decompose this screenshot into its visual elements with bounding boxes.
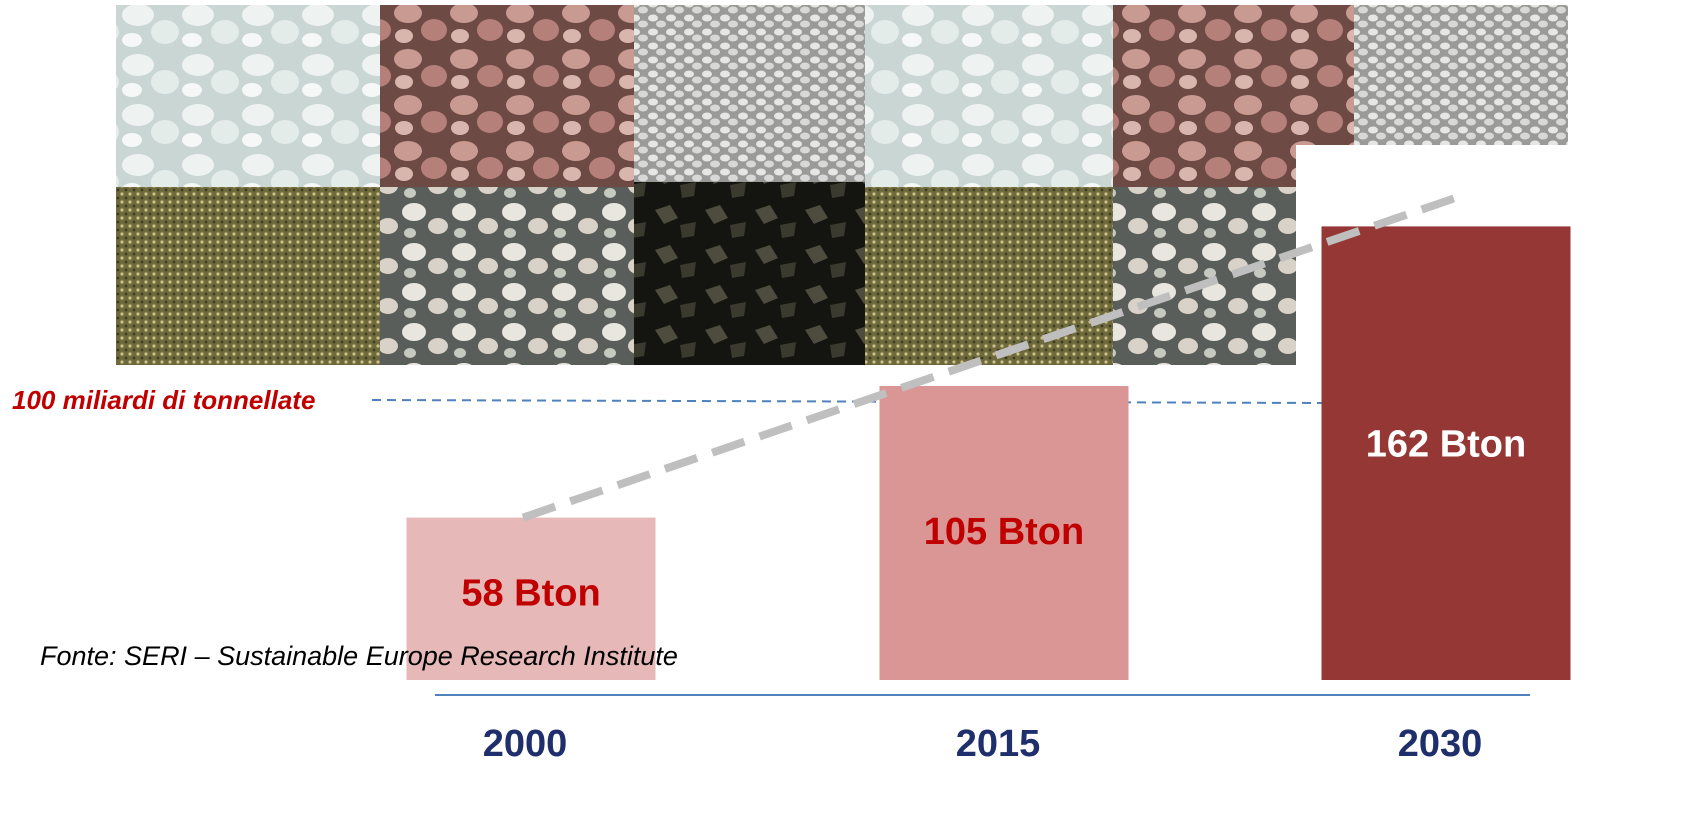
- x-tick-label: 2030: [1398, 723, 1483, 765]
- source-note: Fonte: SERI – Sustainable Europe Researc…: [40, 641, 678, 671]
- value-label: 162 Bton: [1366, 423, 1526, 465]
- value-label: 105 Bton: [924, 511, 1084, 553]
- slide: 100 miliardi di tonnellate 58 Bton 2000 10…: [0, 0, 1695, 822]
- x-tick-label: 2000: [483, 723, 568, 765]
- x-tick-label: 2015: [956, 723, 1041, 765]
- reference-line: [372, 400, 1324, 403]
- value-label: 58 Bton: [461, 573, 600, 615]
- reference-label: 100 miliardi di tonnellate: [12, 385, 315, 415]
